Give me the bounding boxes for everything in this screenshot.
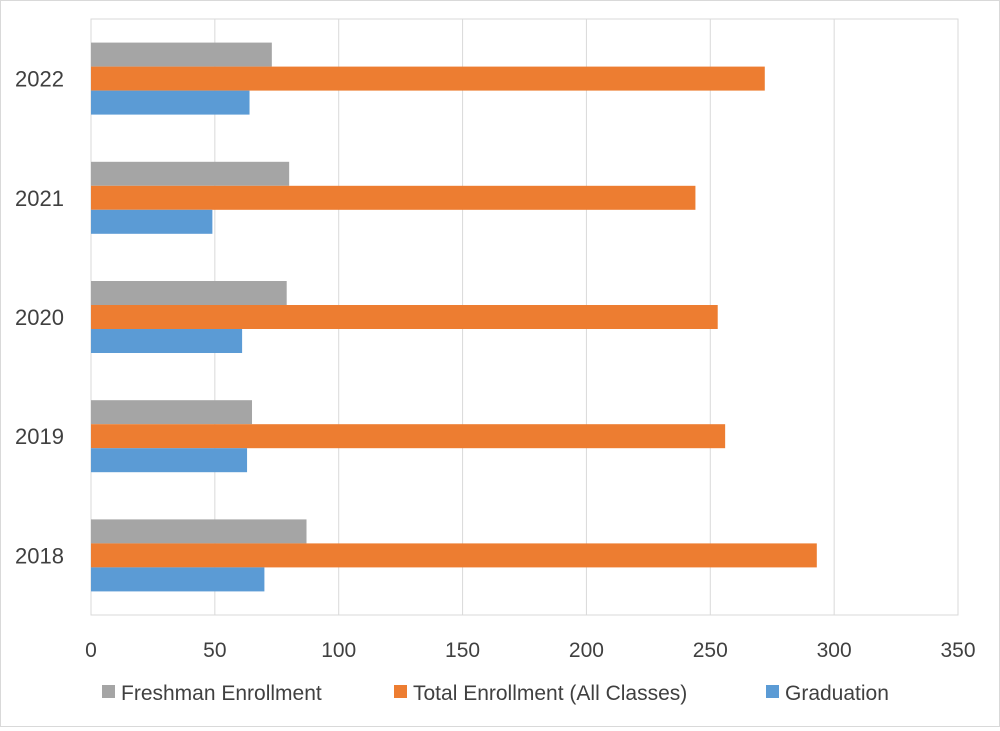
bar-total-enrollment-all-classes-2020	[91, 305, 718, 329]
x-tick-label: 100	[321, 639, 356, 662]
bar-total-enrollment-all-classes-2021	[91, 185, 696, 210]
x-tick-label: 200	[569, 639, 604, 662]
legend-swatch-total-enrollment-all-classes	[394, 685, 407, 698]
bar-graduation-2022	[91, 90, 250, 115]
category-label-2022: 2022	[15, 67, 64, 92]
legend-swatch-freshman-enrollment	[102, 685, 115, 698]
bar-total-enrollment-all-classes-2018	[91, 543, 817, 568]
bars	[91, 42, 817, 592]
category-label-2021: 2021	[15, 186, 64, 211]
legend: Freshman Enrollment Total Enrollment (All…	[102, 682, 889, 705]
legend-swatch-graduation	[766, 685, 779, 698]
bar-graduation-2019	[91, 448, 248, 473]
bar-freshman-enrollment-2021	[91, 161, 290, 186]
category-axis-labels: 2018 2019 2020 2021 2022	[15, 67, 64, 569]
legend-label-freshman-enrollment: Freshman Enrollment	[121, 682, 322, 705]
x-tick-label: 350	[940, 639, 975, 662]
x-tick-label: 150	[445, 639, 480, 662]
legend-label-graduation: Graduation	[785, 682, 889, 705]
category-label-2020: 2020	[15, 305, 64, 330]
bar-graduation-2020	[91, 329, 243, 353]
bar-freshman-enrollment-2020	[91, 281, 287, 305]
bar-freshman-enrollment-2019	[91, 400, 253, 425]
bar-graduation-2018	[91, 567, 265, 592]
value-axis-labels: 0 50 100 150 200 250 300 350	[85, 639, 975, 662]
category-label-2019: 2019	[15, 424, 64, 449]
x-tick-label: 250	[693, 639, 728, 662]
bar-freshman-enrollment-2018	[91, 519, 307, 544]
x-tick-label: 50	[203, 639, 226, 662]
legend-label-total-enrollment-all-classes: Total Enrollment (All Classes)	[413, 682, 687, 705]
bar-total-enrollment-all-classes-2022	[91, 66, 765, 91]
category-label-2018: 2018	[15, 543, 64, 568]
x-tick-label: 300	[817, 639, 852, 662]
bar-total-enrollment-all-classes-2019	[91, 424, 726, 449]
x-tick-label: 0	[85, 639, 97, 662]
bar-freshman-enrollment-2022	[91, 42, 272, 67]
bar-graduation-2021	[91, 209, 213, 234]
